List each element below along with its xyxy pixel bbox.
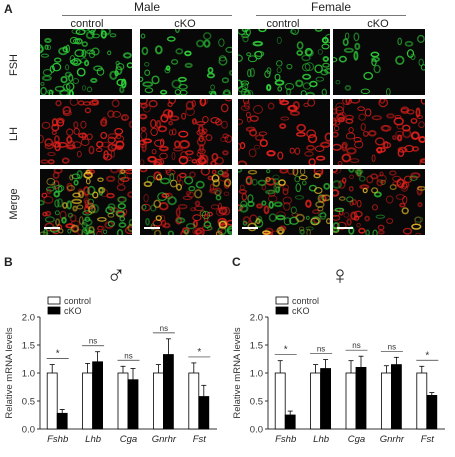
bar-control-cga [345,372,357,430]
micrograph-merge-female-control [238,169,330,235]
significance-label-fst: * [197,347,201,358]
micrograph-fsh-male-cko [140,29,232,95]
group-label-male: Male [133,0,160,14]
bar-control-gnrhr [152,372,164,430]
row-label-merge: Merge [8,188,20,220]
y-tick-label: 1.0 [22,369,35,380]
significance-label-lhb: ns [317,345,325,354]
scale-bar [144,227,160,229]
bar-cko-fshb [56,412,68,430]
micrograph-lh-female-control [238,99,330,165]
y-tick-label: 0.0 [250,425,263,436]
bar-control-fshb [46,372,58,430]
x-tick-label-cga: Cga [348,434,365,445]
scale-bar [337,227,353,229]
x-tick-label-fst: Fst [193,434,207,445]
group-line-female [256,15,406,16]
micrograph-merge-male-cko [140,169,232,235]
y-tick-label: 0.5 [250,397,263,408]
micrograph-merge-male-control [40,169,132,235]
x-tick-label-fshb: Fshb [275,434,296,445]
bar-control-cga [117,372,129,430]
y-tick-label: 2.0 [22,313,35,324]
significance-label-gnrhr: ns [388,342,396,351]
y-axis-label: Relative mRNA levels [232,327,243,419]
bar-cko-lhb [320,368,331,430]
bar-cko-fst [426,395,438,430]
legend-swatch-control [47,296,61,305]
legend-swatch-cko [275,306,289,315]
bar-control-lhb [82,372,93,430]
y-tick-label: 1.0 [250,369,263,380]
row-label-fsh: FSH [8,54,20,76]
legend-label-control: control [292,296,319,306]
x-tick-label-gnrhr: Gnrhr [380,434,405,445]
x-tick-label-lhb: Lhb [85,434,101,445]
micrograph-fsh-male-control [40,29,132,95]
male-symbol: ♂ [106,260,126,290]
y-tick-label: 1.5 [22,341,35,352]
bar-control-fst [188,372,200,430]
x-tick-label-cga: Cga [120,434,137,445]
significance-label-fshb: * [284,345,288,356]
x-tick-label-gnrhr: Gnrhr [152,434,177,445]
y-tick-label: 0.0 [22,425,35,436]
scale-bar [242,227,258,229]
significance-label-fst: * [425,350,429,361]
bar-cko-fshb [284,414,296,430]
x-tick-label-lhb: Lhb [313,434,329,445]
micrograph-lh-female-cko [333,99,425,165]
panel-c-letter: C [232,255,241,269]
chart-panel-c: 0.0 0.5 1.0 1.5 2.0 Relative mRNA levels contr… [232,296,445,445]
row-label-lh: LH [8,126,20,142]
legend-label-control: control [64,296,91,306]
significance-label-lhb: ns [89,337,97,346]
x-tick-label-fshb: Fshb [47,434,68,445]
x-tick-label-fst: Fst [421,434,435,445]
y-axis-label: Relative mRNA levels [4,327,15,419]
bar-cko-gnrhr [162,354,174,430]
micrograph-fsh-female-cko [333,29,425,95]
legend-swatch-control [275,296,289,305]
col-label-male-cko: cKO [174,18,196,30]
significance-label-cga: ns [352,341,360,350]
bar-control-gnrhr [380,372,392,430]
micrograph-merge-female-cko [333,169,425,235]
chart-panel-b: 0.0 0.5 1.0 1.5 2.0 Relative mRNA levels contr… [4,296,217,445]
y-tick-label: 0.5 [22,397,35,408]
bar-control-fshb [274,372,286,430]
legend-label-cko: cKO [292,306,310,316]
bar-control-fst [416,372,428,430]
bar-cko-gnrhr [390,364,402,430]
scale-bar [44,227,60,229]
micrograph-fsh-female-control [238,29,330,95]
significance-label-fshb: * [56,349,60,360]
micrograph-lh-male-cko [140,99,232,165]
y-tick-label: 2.0 [250,313,263,324]
significance-label-cga: ns [124,351,132,360]
y-tick-label: 1.5 [250,341,263,352]
panel-a-letter: A [4,2,13,16]
female-symbol: ♀ [330,260,350,290]
group-line-male [62,15,232,16]
micrograph-lh-male-control [40,99,132,165]
group-label-female: Female [310,0,351,14]
bar-control-lhb [310,372,321,430]
bar-cko-lhb [92,361,103,430]
col-label-female-cko: cKO [367,18,389,30]
col-label-male-control: control [70,18,104,30]
bar-cko-cga [127,379,139,430]
bar-cko-fst [198,396,210,430]
legend-label-cko: cKO [64,306,82,316]
col-label-female-control: control [266,18,300,30]
legend-swatch-cko [47,306,61,315]
significance-label-gnrhr: ns [160,324,168,333]
panel-b-letter: B [4,255,13,269]
bar-cko-cga [355,367,367,430]
